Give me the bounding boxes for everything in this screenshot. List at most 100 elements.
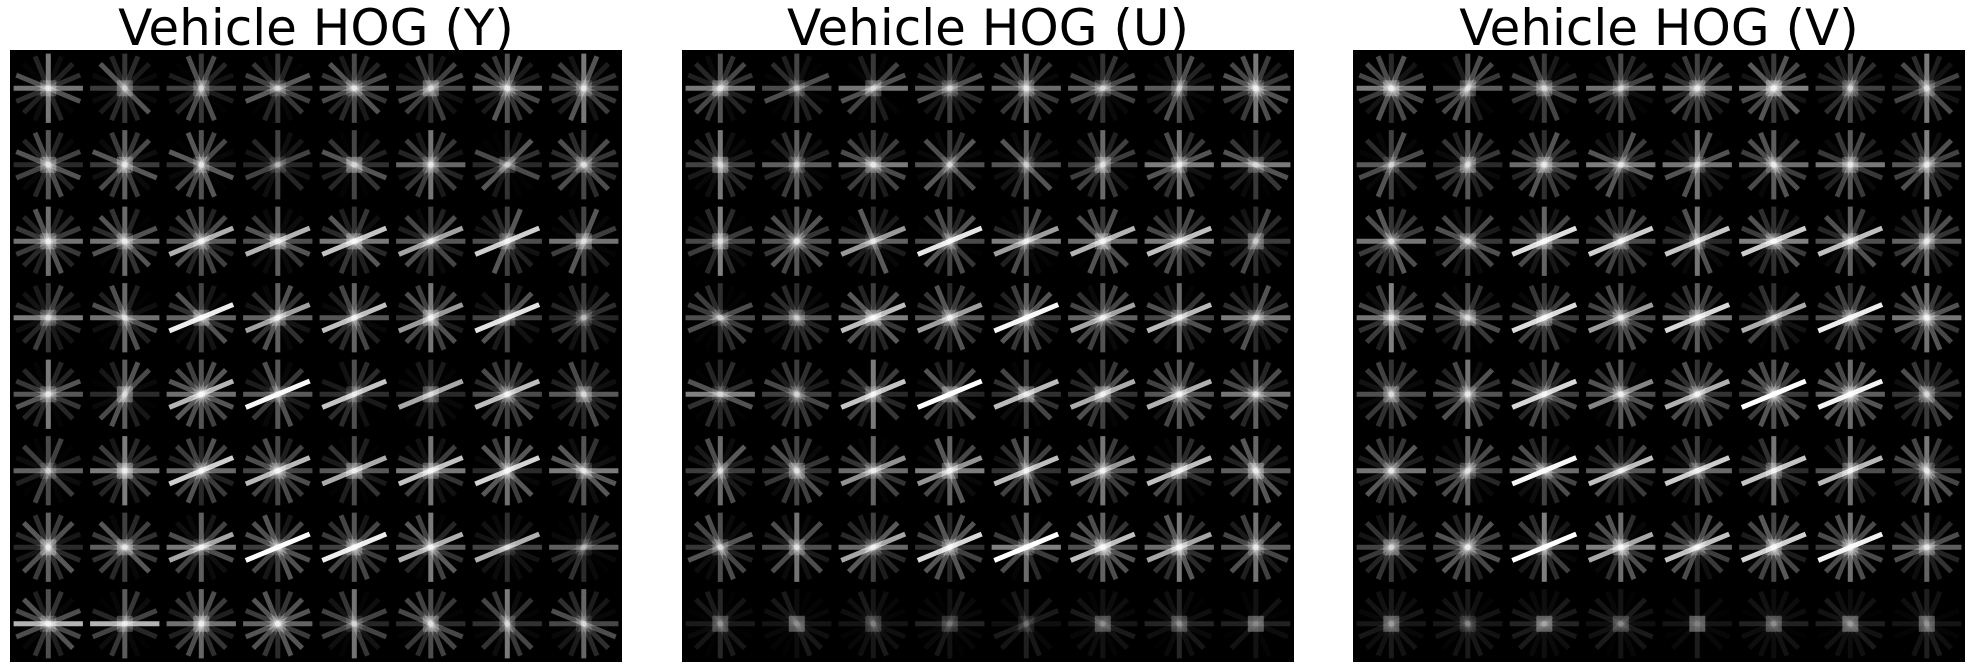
- hog-orientation-stroke: [1375, 131, 1407, 198]
- hog-orientation-stroke: [1452, 590, 1484, 657]
- hog-orientation-stroke: [1900, 61, 1954, 115]
- hog-orientation-stroke: [1823, 597, 1877, 651]
- hog-cell-center: [1536, 539, 1553, 556]
- hog-orientation-stroke: [993, 608, 1060, 640]
- hog-orientation-stroke: [91, 378, 158, 410]
- hog-orientation-stroke: [244, 608, 311, 640]
- hog-cell-center: [499, 462, 516, 479]
- hog-orientation-stroke: [704, 437, 736, 504]
- hog-orientation-stroke: [1229, 61, 1283, 115]
- hog-orientation-stroke: [557, 291, 611, 345]
- hog-orientation-stroke: [244, 302, 311, 334]
- hog-orientation-stroke: [1076, 597, 1130, 651]
- hog-cell: [319, 206, 389, 276]
- hog-orientation-stroke: [1222, 455, 1289, 487]
- hog-orientation-stroke: [491, 590, 523, 657]
- hog-orientation-stroke: [999, 138, 1053, 192]
- hog-cell: [1739, 589, 1809, 659]
- hog-orientation-stroke: [109, 590, 141, 657]
- hog-orientation-stroke: [781, 208, 813, 275]
- hog-orientation-stroke: [491, 131, 523, 198]
- hog-cell-center: [1765, 309, 1782, 326]
- hog-orientation-stroke: [1681, 131, 1713, 198]
- hog-orientation-stroke: [1434, 302, 1501, 334]
- hog-orientation-stroke: [397, 531, 464, 563]
- hog-orientation-stroke: [687, 608, 754, 640]
- hog-cell: [1739, 206, 1809, 276]
- hog-orientation-stroke: [1740, 531, 1807, 563]
- hog-cell-center: [116, 386, 133, 403]
- hog-cell: [1356, 53, 1426, 123]
- hog-cell-center: [40, 309, 57, 326]
- hog-orientation-stroke: [1681, 55, 1713, 122]
- hog-cell-center: [193, 80, 210, 97]
- hog-cell-center: [1383, 80, 1400, 97]
- hog-cell: [243, 589, 313, 659]
- hog-cell-center: [1018, 156, 1035, 173]
- hog-orientation-stroke: [704, 55, 736, 122]
- hog-cell-center: [1459, 462, 1476, 479]
- hog-orientation-stroke: [1222, 378, 1289, 410]
- hog-orientation-stroke: [397, 149, 464, 181]
- hog-cell-center: [712, 539, 729, 556]
- hog-orientation-stroke: [404, 61, 458, 115]
- hog-orientation-stroke: [770, 214, 824, 268]
- hog-cell: [472, 512, 542, 582]
- hog-orientation-stroke: [704, 361, 736, 428]
- hog-cell: [915, 589, 985, 659]
- hog-orientation-stroke: [1240, 208, 1272, 275]
- hog-cell-center: [1171, 386, 1188, 403]
- hog-cell-center: [499, 539, 516, 556]
- hog-orientation-stroke: [1434, 225, 1501, 257]
- hog-cell: [1739, 436, 1809, 506]
- hog-orientation-stroke: [687, 302, 754, 334]
- hog-cell-center: [1459, 386, 1476, 403]
- hog-orientation-stroke: [1834, 55, 1866, 122]
- hog-orientation-stroke: [1358, 531, 1425, 563]
- hog-orientation-stroke: [781, 361, 813, 428]
- hog-cell-center: [1612, 462, 1629, 479]
- hog-orientation-stroke: [1664, 225, 1731, 257]
- hog-cell-center: [1918, 156, 1935, 173]
- hog-orientation-stroke: [1358, 302, 1425, 334]
- hog-cell: [1068, 130, 1138, 200]
- hog-orientation-stroke: [1375, 55, 1407, 122]
- hog-cell: [1892, 283, 1962, 353]
- hog-cell-center: [1018, 309, 1035, 326]
- hog-cell-center: [116, 156, 133, 173]
- hog-orientation-stroke: [321, 225, 388, 257]
- hog-orientation-stroke: [1240, 131, 1272, 198]
- hog-cell-center: [269, 80, 286, 97]
- hog-orientation-stroke: [1240, 284, 1272, 351]
- hog-orientation-stroke: [857, 590, 889, 657]
- hog-orientation-stroke: [327, 138, 381, 192]
- hog-panel-u: Vehicle HOG (U): [682, 0, 1294, 672]
- hog-cell: [1586, 589, 1656, 659]
- hog-orientation-stroke: [1358, 455, 1425, 487]
- hog-orientation-stroke: [1817, 455, 1884, 487]
- hog-orientation-stroke: [491, 55, 523, 122]
- hog-cell-center: [269, 615, 286, 632]
- hog-cell: [319, 130, 389, 200]
- hog-orientation-stroke: [1900, 444, 1954, 498]
- hog-orientation-stroke: [98, 61, 152, 115]
- hog-cell: [1892, 359, 1962, 429]
- hog-orientation-stroke: [91, 531, 158, 563]
- hog-orientation-stroke: [687, 302, 754, 334]
- hog-orientation-stroke: [1452, 361, 1484, 428]
- hog-cell-center: [788, 615, 805, 632]
- hog-orientation-stroke: [1823, 61, 1877, 115]
- hog-orientation-stroke: [1834, 590, 1866, 657]
- hog-orientation-stroke: [550, 302, 617, 334]
- hog-cell: [1221, 206, 1291, 276]
- hog-orientation-stroke: [109, 437, 141, 504]
- hog-cell: [243, 206, 313, 276]
- hog-orientation-stroke: [1893, 531, 1960, 563]
- hog-orientation-stroke: [1229, 444, 1283, 498]
- hog-cell-center: [40, 539, 57, 556]
- hog-orientation-stroke: [1893, 378, 1960, 410]
- hog-orientation-stroke: [704, 284, 736, 351]
- hog-orientation-stroke: [21, 520, 75, 574]
- hog-orientation-stroke: [1375, 514, 1407, 581]
- hog-orientation-stroke: [693, 520, 747, 574]
